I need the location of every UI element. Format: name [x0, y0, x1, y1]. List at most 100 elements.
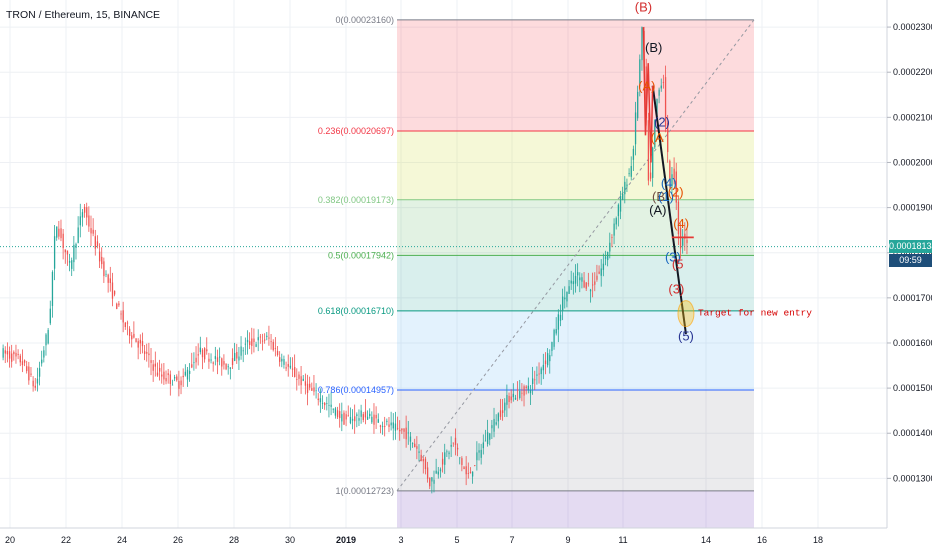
candle-body-191 — [411, 443, 414, 445]
candle-277 — [596, 264, 598, 282]
time-tick-label-5: 30 — [285, 535, 295, 545]
candle-62 — [135, 338, 137, 343]
candle-body-272 — [585, 282, 587, 289]
candle-12 — [28, 361, 30, 385]
candle-84 — [182, 368, 184, 387]
candle-5 — [13, 350, 15, 361]
candle-body-0 — [2, 348, 4, 358]
candle-308 — [662, 74, 665, 89]
candle-body-245 — [527, 385, 530, 391]
candle-body-246 — [529, 390, 532, 394]
candle-192 — [414, 438, 416, 448]
candle-body-130 — [281, 358, 283, 362]
candle-209 — [450, 436, 452, 457]
candle-142 — [306, 374, 309, 406]
time-tick-label-10: 9 — [565, 535, 570, 545]
candle-body-101 — [219, 356, 221, 358]
candle-body-117 — [253, 338, 255, 343]
candle-body-61 — [133, 333, 135, 338]
candle-143 — [309, 376, 311, 391]
candle-body-195 — [420, 454, 422, 461]
candle-170 — [366, 410, 369, 420]
candle-211 — [454, 428, 457, 456]
candle-body-159 — [343, 412, 345, 425]
candle-body-24 — [53, 236, 56, 269]
candle-body-104 — [225, 363, 227, 370]
candle-body-292 — [628, 173, 630, 175]
candle-67 — [146, 343, 148, 362]
candle-body-165 — [356, 414, 358, 417]
candle-body-176 — [379, 425, 382, 427]
candle-body-287 — [617, 204, 620, 217]
wave-label-1: (B) — [645, 40, 662, 55]
candle-266 — [572, 272, 575, 295]
candle-38 — [83, 203, 86, 218]
candle-body-249 — [536, 374, 538, 376]
candle-174 — [375, 406, 377, 429]
candle-body-98 — [212, 362, 214, 364]
candle-263 — [566, 291, 568, 308]
candle-body-258 — [555, 329, 557, 334]
candle-240 — [517, 381, 519, 402]
candle-83 — [180, 376, 182, 395]
fib-zone-1 — [397, 131, 754, 200]
candle-107 — [231, 348, 234, 370]
candle-303 — [652, 146, 654, 187]
candle-body-204 — [439, 469, 442, 472]
candle-237 — [510, 389, 512, 404]
candle-217 — [467, 462, 469, 479]
candle-body-9 — [21, 361, 24, 366]
candle-148 — [319, 388, 322, 413]
wave-label-7: (A) — [649, 202, 666, 217]
candle-body-51 — [111, 282, 114, 299]
candle-162 — [349, 407, 352, 425]
candle-body-48 — [105, 273, 107, 275]
candle-body-135 — [291, 368, 294, 370]
candle-body-242 — [521, 392, 523, 394]
candle-body-113 — [244, 343, 247, 345]
candle-body-102 — [221, 358, 223, 367]
candle-186 — [401, 428, 403, 435]
candle-106 — [229, 367, 232, 380]
candle-25 — [56, 226, 58, 241]
candle-body-192 — [414, 443, 416, 448]
candle-52 — [113, 290, 116, 297]
candle-58 — [126, 320, 129, 336]
wave-label-9: (2) — [668, 184, 684, 199]
candle-body-38 — [83, 206, 86, 213]
candle-182 — [392, 413, 394, 441]
candle-33 — [73, 236, 75, 272]
candle-145 — [313, 375, 315, 396]
candle-body-244 — [525, 386, 527, 389]
candle-164 — [354, 404, 356, 434]
candle-172 — [371, 411, 373, 424]
candle-205 — [441, 452, 444, 473]
candle-223 — [480, 443, 482, 465]
candle-195 — [420, 449, 422, 462]
candle-154 — [332, 408, 334, 414]
candle-139 — [300, 365, 302, 394]
candle-119 — [257, 329, 259, 352]
candle-124 — [268, 325, 270, 346]
candle-body-36 — [79, 216, 81, 226]
time-tick-label-13: 16 — [757, 535, 767, 545]
candle-198 — [426, 461, 429, 483]
price-tick-label-5: 0.00018000 — [893, 248, 932, 258]
candle-body-161 — [347, 415, 349, 417]
candle-body-46 — [101, 256, 103, 265]
candle-311 — [669, 159, 671, 190]
candle-179 — [386, 418, 388, 426]
candle-body-62 — [135, 338, 137, 343]
candle-body-231 — [497, 413, 500, 422]
candle-body-116 — [251, 338, 253, 346]
candle-233 — [501, 398, 504, 421]
candle-body-228 — [491, 425, 493, 429]
fib-zone-0 — [397, 19, 754, 132]
candle-262 — [564, 286, 566, 309]
fib-level-label-2: 0.382(0.00019173) — [318, 195, 394, 205]
candle-body-25 — [56, 226, 58, 238]
candle-287 — [617, 203, 620, 227]
candle-body-280 — [602, 263, 605, 270]
candle-238 — [512, 383, 515, 402]
